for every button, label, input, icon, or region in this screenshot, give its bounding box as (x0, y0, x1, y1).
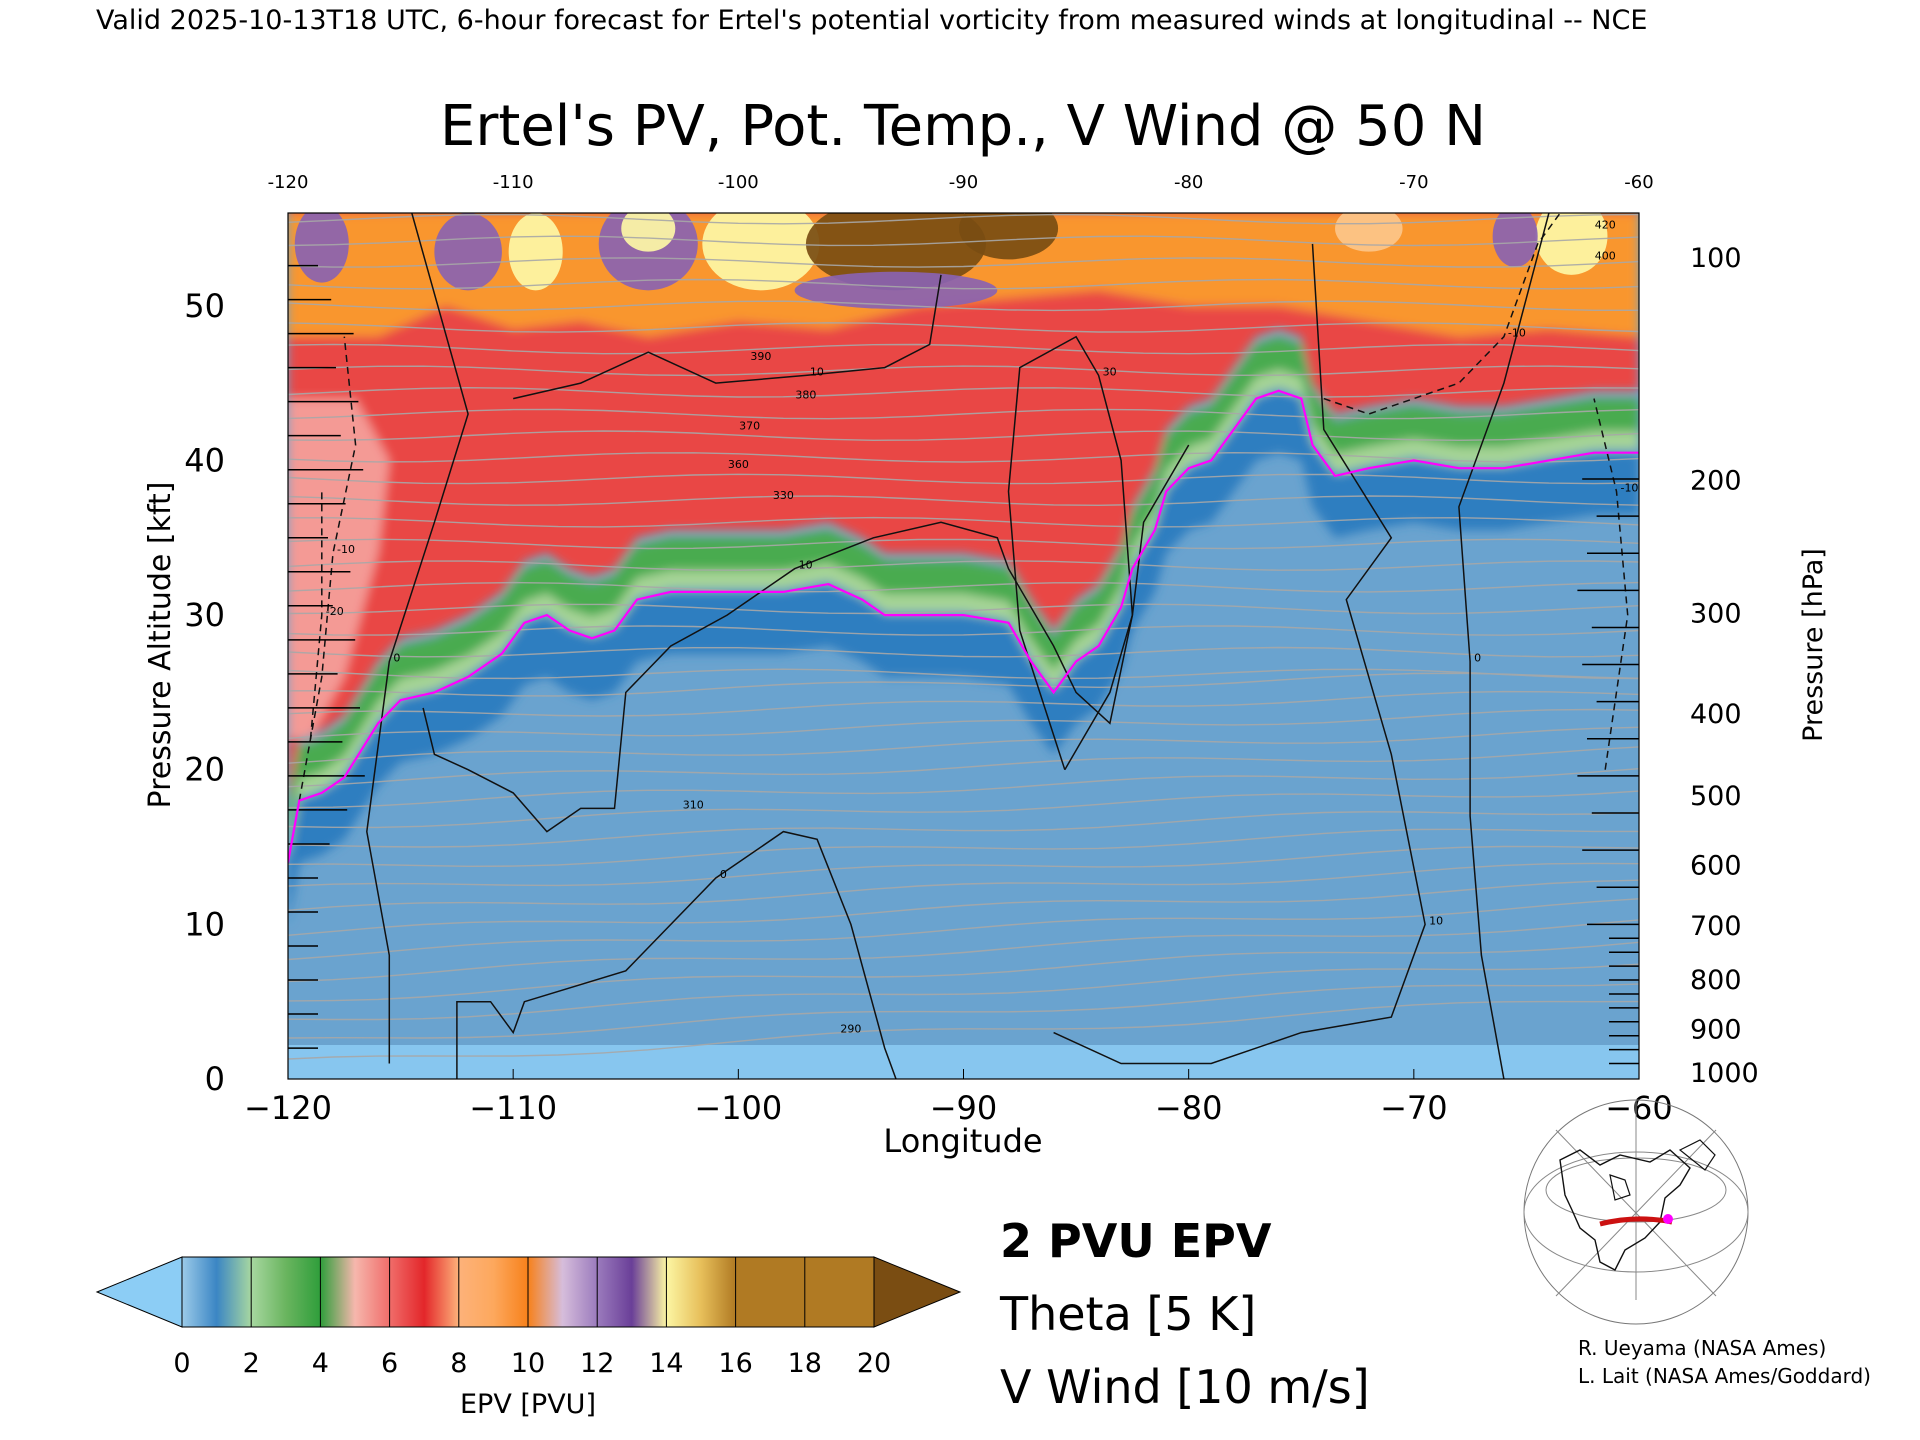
vwind-contour-label: 0 (393, 651, 400, 664)
vwind-contour (366, 213, 469, 1064)
x-tick-label: −80 (1155, 1089, 1223, 1127)
y-tick-label: 0 (205, 1060, 225, 1098)
colorbar-tick-label: 4 (312, 1348, 329, 1379)
y-tick-label: 30 (184, 596, 225, 634)
pressure-tick-label: 100 (1690, 243, 1742, 274)
vwind-contour (513, 274, 942, 400)
y-axis-ticks: 0 10 20 30 40 50 (184, 287, 225, 1098)
theta-label: 310 (683, 798, 704, 811)
legend-pv: 2 PVU EPV (1000, 1214, 1272, 1268)
legend-theta: Theta [5 K] (999, 1287, 1256, 1341)
legend-vwind: V Wind [10 m/s] (1000, 1360, 1370, 1414)
vwind-contour-label: 10 (1429, 914, 1443, 927)
y-tick-label: 10 (184, 905, 225, 943)
colorbar-tick-label: 6 (381, 1348, 398, 1379)
x-tick-label: −70 (1380, 1089, 1448, 1127)
vwind-contour-label: 10 (810, 365, 824, 378)
top-tick-label: -80 (1174, 172, 1203, 193)
theta-label: 360 (728, 458, 749, 471)
credits: R. Ueyama (NASA Ames) L. Lait (NASA Ames… (1578, 1336, 1871, 1388)
vwind-contour (1458, 213, 1550, 1079)
x-axis-label: Longitude (883, 1122, 1042, 1160)
pressure-tick-label: 300 (1690, 599, 1742, 630)
colorbar-tick-label: 2 (243, 1348, 260, 1379)
colorbar-tick-label: 10 (511, 1348, 545, 1379)
pressure-tick-label: 200 (1690, 466, 1742, 497)
colorbar-tick-label: 8 (450, 1348, 467, 1379)
pressure-axis-ticks: 100 200 300 400 500 600 700 800 900 1000 (1690, 243, 1759, 1089)
location-map-inset (1523, 1099, 1749, 1325)
header-valid-text: Valid 2025-10-13T18 UTC, 6-hour forecast… (96, 5, 1647, 36)
colorbar-tick-label: 20 (857, 1348, 891, 1379)
colorbar-tick-label: 18 (788, 1348, 822, 1379)
theta-label: 420 (1595, 218, 1616, 231)
x-tick-label: −110 (469, 1089, 557, 1127)
credit-line-1: R. Ueyama (NASA Ames) (1578, 1336, 1826, 1360)
theta-label: 370 (739, 420, 760, 433)
chart-title: Ertel's PV, Pot. Temp., V Wind @ 50 N (440, 94, 1486, 159)
x-tick-label: −120 (244, 1089, 332, 1127)
colorbar-label: EPV [PVU] (460, 1389, 596, 1420)
legend: 2 PVU EPV Theta [5 K] V Wind [10 m/s] (999, 1214, 1370, 1414)
x-tick-label: −90 (930, 1089, 998, 1127)
y-tick-label: 50 (184, 287, 225, 325)
vwind-contour (309, 491, 323, 739)
vwind-contour-label: -10 (1620, 481, 1638, 494)
vwind-contour-label: 10 (799, 559, 813, 572)
pressure-axis-label: Pressure [hPa] (1798, 548, 1829, 742)
vwind-contour (456, 830, 897, 1079)
x-tick-label: −60 (1605, 1089, 1673, 1127)
pressure-tick-label: 600 (1690, 851, 1742, 882)
y-axis-label: Pressure Altitude [kft] (143, 482, 178, 809)
y-tick-label: 20 (184, 751, 225, 789)
vwind-contour (1053, 243, 1426, 1065)
vwind-contour-label: 0 (1474, 651, 1481, 664)
colorbar-tick-label: 0 (173, 1348, 190, 1379)
pressure-tick-label: 400 (1690, 699, 1742, 730)
pressure-tick-label: 900 (1690, 1015, 1742, 1046)
x-axis-ticks: −120 −110 −100 −90 −80 −70 −60 (244, 1069, 1673, 1127)
x-tick-label: −100 (694, 1089, 782, 1127)
theta-label: 380 (795, 389, 816, 402)
vwind-contour (1323, 213, 1561, 415)
vwind-contour-label: -10 (337, 543, 355, 556)
pressure-tick-label: 500 (1690, 781, 1742, 812)
top-tick-label: -120 (268, 172, 309, 193)
vwind-contour (1007, 335, 1134, 771)
top-tick-labels: -120 -110 -100 -90 -80 -70 -60 (268, 172, 1654, 193)
plot-area: 390 380 370 360 330 310 290 420 400 0 10 0 10 0 10 30 -… (288, 213, 1639, 1079)
colorbar-tick-label: 12 (580, 1348, 614, 1379)
theta-label: 400 (1595, 249, 1616, 262)
top-tick-label: -60 (1624, 172, 1653, 193)
top-tick-label: -110 (493, 172, 534, 193)
vwind-contour-label: -10 (1508, 327, 1526, 340)
credit-line-2: L. Lait (NASA Ames/Goddard) (1578, 1364, 1871, 1388)
colorbar-tick-label: 14 (649, 1348, 683, 1379)
colorbar: 0 2 4 6 8 10 12 14 16 18 20 EPV [PVU] (95, 1256, 962, 1420)
y-tick-label: 40 (184, 441, 225, 479)
vwind-contour-label: -20 (326, 605, 344, 618)
top-tick-label: -90 (949, 172, 978, 193)
vwind-contour-label: 30 (1103, 365, 1117, 378)
pressure-tick-label: 800 (1690, 965, 1742, 996)
theta-label: 290 (840, 1023, 861, 1036)
colorbar-tick-label: 16 (718, 1348, 752, 1379)
vwind-contour-label: 0 (720, 868, 727, 881)
theta-label: 330 (773, 489, 794, 502)
top-tick-label: -100 (718, 172, 759, 193)
vwind-contour (298, 336, 357, 801)
top-tick-label: -70 (1399, 172, 1428, 193)
pressure-tick-label: 1000 (1690, 1058, 1759, 1089)
theta-label: 390 (750, 350, 771, 363)
pressure-tick-label: 700 (1690, 911, 1742, 942)
